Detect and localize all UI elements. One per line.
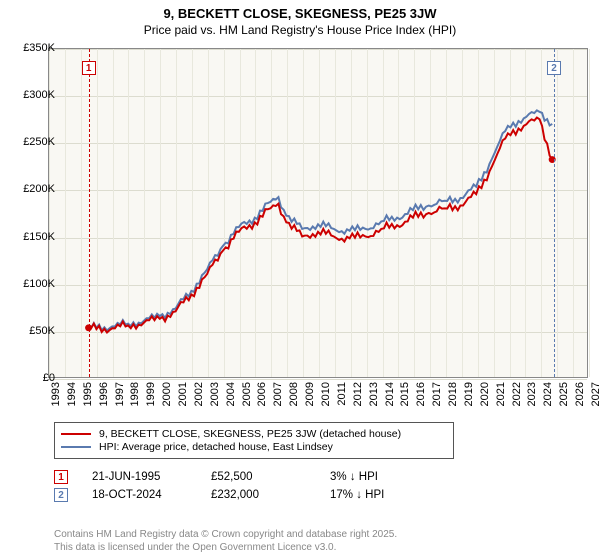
line-series: [49, 49, 587, 377]
marker-badge-2: 2: [54, 488, 68, 502]
x-tick-label: 2021: [495, 382, 507, 422]
legend-label: 9, BECKETT CLOSE, SKEGNESS, PE25 3JW (de…: [99, 428, 401, 440]
legend-item: HPI: Average price, detached house, East…: [61, 441, 447, 453]
series-hpi: [89, 110, 553, 330]
x-tick-label: 2023: [526, 382, 538, 422]
x-tick-label: 2026: [574, 382, 586, 422]
title-block: 9, BECKETT CLOSE, SKEGNESS, PE25 3JW Pri…: [0, 0, 600, 39]
x-tick-label: 2006: [256, 382, 268, 422]
footer-line: Contains HM Land Registry data © Crown c…: [54, 528, 397, 541]
y-tick-label: £100K: [23, 278, 55, 290]
x-tick-label: 2012: [352, 382, 364, 422]
x-tick-label: 2003: [209, 382, 221, 422]
x-tick-label: 2004: [225, 382, 237, 422]
footer-attribution: Contains HM Land Registry data © Crown c…: [54, 528, 397, 554]
x-tick-label: 1995: [82, 382, 94, 422]
series-price_paid: [89, 118, 553, 333]
y-tick-label: £150K: [23, 231, 55, 243]
sales-table: 1 21-JUN-1995 £52,500 3% ↓ HPI 2 18-OCT-…: [54, 466, 425, 506]
marker-badge: 2: [547, 61, 561, 75]
x-tick-label: 1994: [66, 382, 78, 422]
y-tick-label: £300K: [23, 89, 55, 101]
y-tick-label: £250K: [23, 136, 55, 148]
x-tick-label: 2020: [479, 382, 491, 422]
x-tick-label: 2027: [590, 382, 600, 422]
x-tick-label: 2008: [288, 382, 300, 422]
chart-container: 9, BECKETT CLOSE, SKEGNESS, PE25 3JW Pri…: [0, 0, 600, 560]
legend: 9, BECKETT CLOSE, SKEGNESS, PE25 3JW (de…: [54, 422, 454, 459]
table-row: 1 21-JUN-1995 £52,500 3% ↓ HPI: [54, 470, 425, 484]
x-tick-label: 1997: [114, 382, 126, 422]
marker-badge-1: 1: [54, 470, 68, 484]
legend-item: 9, BECKETT CLOSE, SKEGNESS, PE25 3JW (de…: [61, 428, 447, 440]
chart-title: 9, BECKETT CLOSE, SKEGNESS, PE25 3JW: [0, 6, 600, 21]
x-tick-label: 2024: [542, 382, 554, 422]
plot-area: 12: [48, 48, 588, 378]
marker-line: [89, 49, 90, 377]
y-tick-label: £50K: [29, 325, 55, 337]
marker-badge: 1: [82, 61, 96, 75]
x-tick-label: 2016: [415, 382, 427, 422]
legend-swatch: [61, 433, 91, 435]
x-tick-label: 2018: [447, 382, 459, 422]
x-tick-label: 1999: [145, 382, 157, 422]
sale-price: £232,000: [211, 489, 306, 501]
x-tick-label: 2000: [161, 382, 173, 422]
marker-line: [554, 49, 555, 377]
sale-price: £52,500: [211, 471, 306, 483]
y-tick-label: £350K: [23, 42, 55, 54]
x-tick-label: 2005: [241, 382, 253, 422]
table-row: 2 18-OCT-2024 £232,000 17% ↓ HPI: [54, 488, 425, 502]
legend-swatch: [61, 446, 91, 448]
sale-delta: 3% ↓ HPI: [330, 471, 425, 483]
sale-date: 18-OCT-2024: [92, 489, 187, 501]
x-tick-label: 2011: [336, 382, 348, 422]
sale-date: 21-JUN-1995: [92, 471, 187, 483]
x-tick-label: 2010: [320, 382, 332, 422]
x-tick-label: 2009: [304, 382, 316, 422]
x-tick-label: 2002: [193, 382, 205, 422]
x-tick-label: 2025: [558, 382, 570, 422]
footer-line: This data is licensed under the Open Gov…: [54, 541, 397, 554]
sale-delta: 17% ↓ HPI: [330, 489, 425, 501]
legend-label: HPI: Average price, detached house, East…: [99, 441, 333, 453]
x-tick-label: 2007: [272, 382, 284, 422]
y-tick-label: £200K: [23, 183, 55, 195]
x-tick-label: 2013: [368, 382, 380, 422]
x-tick-label: 2014: [384, 382, 396, 422]
x-tick-label: 1996: [98, 382, 110, 422]
x-tick-label: 2001: [177, 382, 189, 422]
x-tick-label: 2017: [431, 382, 443, 422]
chart-subtitle: Price paid vs. HM Land Registry's House …: [0, 23, 600, 37]
x-tick-label: 1998: [129, 382, 141, 422]
x-tick-label: 1993: [50, 382, 62, 422]
x-tick-label: 2015: [399, 382, 411, 422]
x-tick-label: 2022: [511, 382, 523, 422]
x-tick-label: 2019: [463, 382, 475, 422]
